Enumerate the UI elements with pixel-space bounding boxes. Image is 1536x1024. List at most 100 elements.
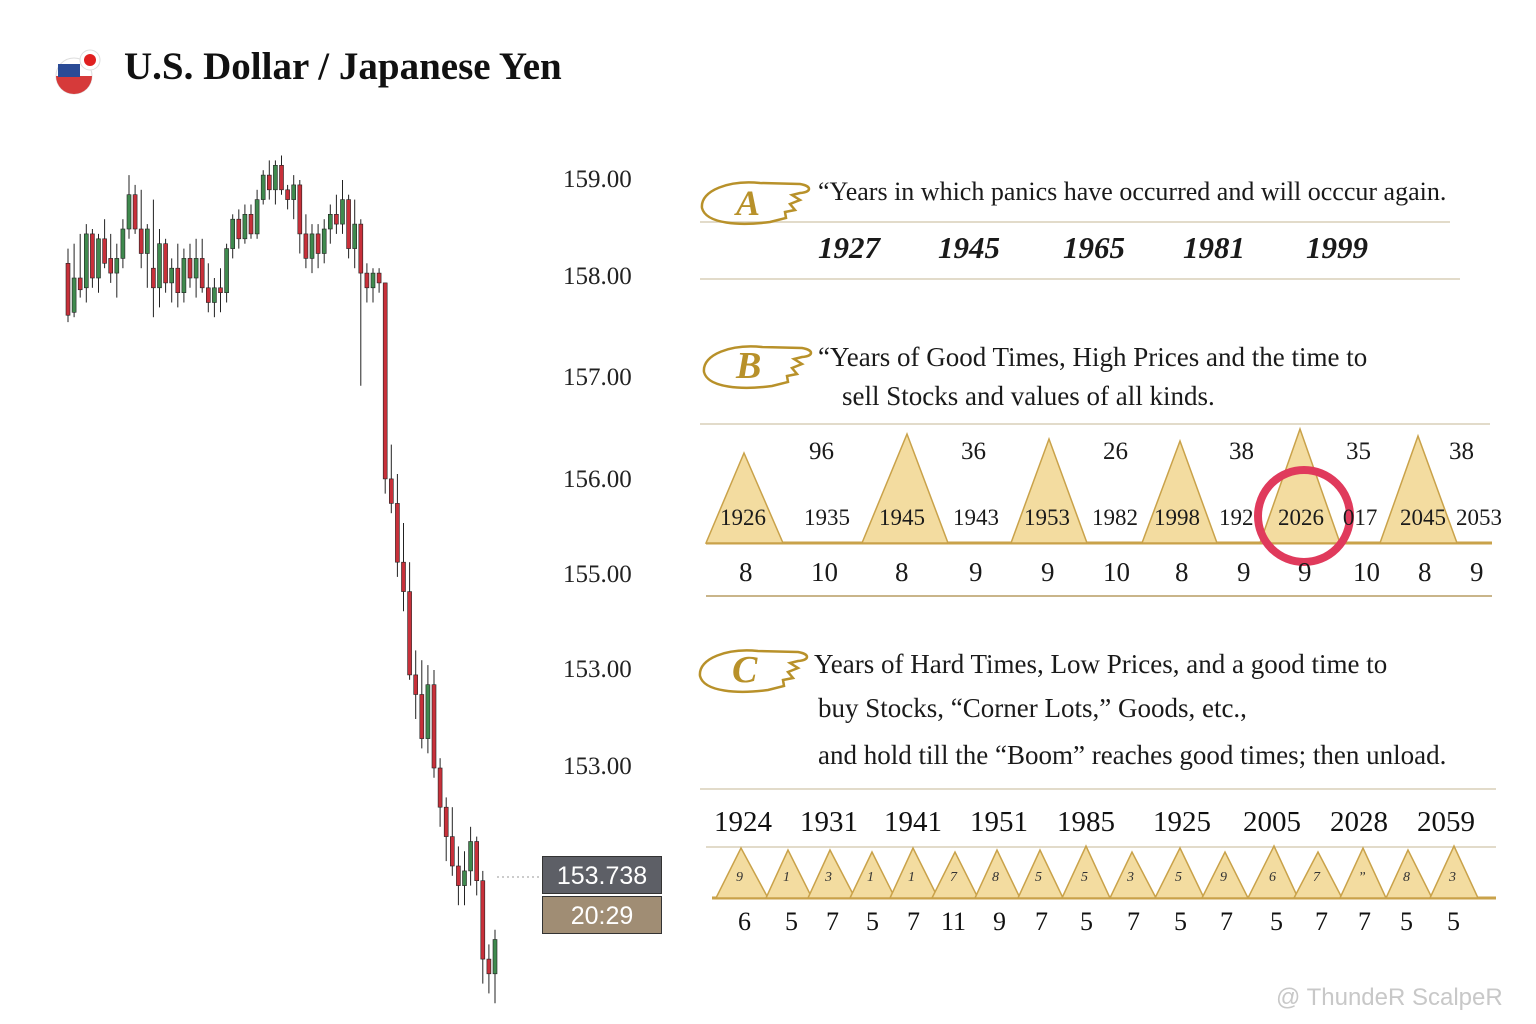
candle — [462, 851, 467, 906]
candle-body — [297, 184, 303, 235]
candle-body — [163, 243, 168, 284]
panic-year: 1965 — [1063, 230, 1125, 265]
candle — [248, 204, 254, 239]
candle — [413, 650, 419, 719]
cycle-triangle — [714, 846, 770, 899]
section-c-year: 1925 — [1153, 806, 1211, 838]
section-c-triangle-mark: 7 — [950, 870, 957, 885]
section-b-bottom-number: 10 — [1103, 557, 1130, 587]
section-c-triangle-mark: 3 — [1449, 870, 1456, 885]
candle-body — [419, 694, 425, 739]
last-price-badge: 153.738 — [542, 856, 662, 894]
panic-year: 1999 — [1306, 230, 1368, 265]
candle-body — [492, 939, 498, 975]
cycle-triangle — [1200, 850, 1250, 899]
section-c-year: 1951 — [970, 806, 1028, 838]
candle — [327, 204, 333, 244]
candle-body — [77, 277, 83, 291]
pointing-hand-icon-b — [702, 345, 813, 389]
candle — [364, 263, 370, 303]
candle — [285, 184, 290, 210]
candle — [407, 562, 412, 680]
candle-body — [84, 233, 89, 289]
candle-body — [315, 233, 321, 254]
cycle-triangle — [1060, 844, 1112, 899]
section-b-top-number: 38 — [1229, 438, 1254, 465]
candle-body — [260, 174, 266, 200]
candle-body — [401, 561, 406, 592]
page-title: U.S. Dollar / Japanese Yen — [124, 45, 562, 88]
candle-body — [187, 258, 193, 279]
section-b-bottom-number: 9 — [969, 557, 983, 587]
section-b-bottom-number: 9 — [1237, 557, 1251, 587]
candle-body — [175, 267, 181, 294]
section-c-bottom-number: 7 — [1315, 907, 1328, 936]
candle-body — [126, 194, 132, 230]
candle — [401, 523, 406, 612]
section-c-bottom-number: 5 — [1174, 907, 1187, 936]
section-c-triangle-mark: 1 — [908, 870, 915, 885]
candle-body — [407, 591, 412, 676]
section-c-text-line3: and hold till the “Boom” reaches good ti… — [818, 740, 1447, 770]
candle-body — [413, 674, 419, 695]
section-c-triangle-mark: 5 — [1035, 870, 1042, 885]
candle — [382, 282, 388, 494]
candle — [236, 209, 242, 249]
candle — [431, 670, 437, 778]
section-c-year: 2059 — [1417, 806, 1475, 838]
section-b-year: 192 — [1219, 505, 1259, 530]
section-c-bottom-number: 5 — [1080, 907, 1093, 936]
candle-body — [132, 194, 138, 230]
candle — [108, 233, 113, 283]
candle-body — [309, 233, 315, 259]
candle-body — [65, 262, 71, 316]
candle-body — [456, 865, 461, 886]
section-c-triangle-mark: 6 — [1269, 870, 1276, 885]
candle — [175, 243, 181, 308]
candle — [480, 870, 486, 984]
candle — [291, 175, 297, 220]
section-b-year: 2053 — [1456, 505, 1502, 530]
candle — [199, 238, 205, 293]
candle — [157, 229, 162, 308]
candle-body — [193, 258, 199, 279]
panic-year: 1945 — [938, 230, 1000, 265]
candle-body — [449, 836, 455, 867]
section-b-year: 1926 — [720, 505, 766, 530]
section-c-year: 1931 — [800, 806, 858, 838]
section-b-top-number: 35 — [1346, 438, 1371, 465]
candle — [303, 214, 309, 269]
candle-body — [480, 880, 486, 960]
section-c-triangle-mark: 9 — [1220, 870, 1227, 885]
y-tick-label: 159.00 — [563, 166, 632, 193]
cycle-triangle — [1378, 433, 1459, 544]
candle — [169, 258, 174, 303]
candle-body — [206, 287, 211, 303]
section-c-bottom-number: 5 — [1270, 907, 1283, 936]
section-c-triangle-mark: 3 — [825, 870, 832, 885]
candle — [279, 155, 284, 195]
candle — [334, 194, 339, 234]
candle — [181, 248, 187, 303]
section-b-bottom-number: 10 — [1353, 557, 1380, 587]
candle — [230, 214, 235, 259]
candle-body — [346, 199, 351, 249]
section-c-triangle-mark: 5 — [1081, 870, 1088, 885]
candle-body — [236, 218, 242, 240]
cycle-triangle — [1246, 844, 1300, 899]
candle — [437, 758, 443, 827]
section-c-bottom-number: 7 — [907, 907, 920, 936]
candle — [309, 224, 315, 274]
candle — [218, 268, 223, 313]
section-c-year: 1985 — [1057, 806, 1115, 838]
candle-body — [90, 233, 95, 279]
cycle-triangle — [848, 850, 897, 899]
cycle-triangle — [704, 451, 785, 544]
candle-body — [151, 267, 156, 289]
section-c-year: 1941 — [884, 806, 942, 838]
cycle-triangle — [1258, 426, 1342, 544]
watermark: @ ThundeR ScalpeR — [1276, 984, 1503, 1011]
candle-body — [285, 189, 290, 200]
candle-body — [340, 199, 345, 225]
section-b-bottom-number: 8 — [739, 557, 753, 587]
